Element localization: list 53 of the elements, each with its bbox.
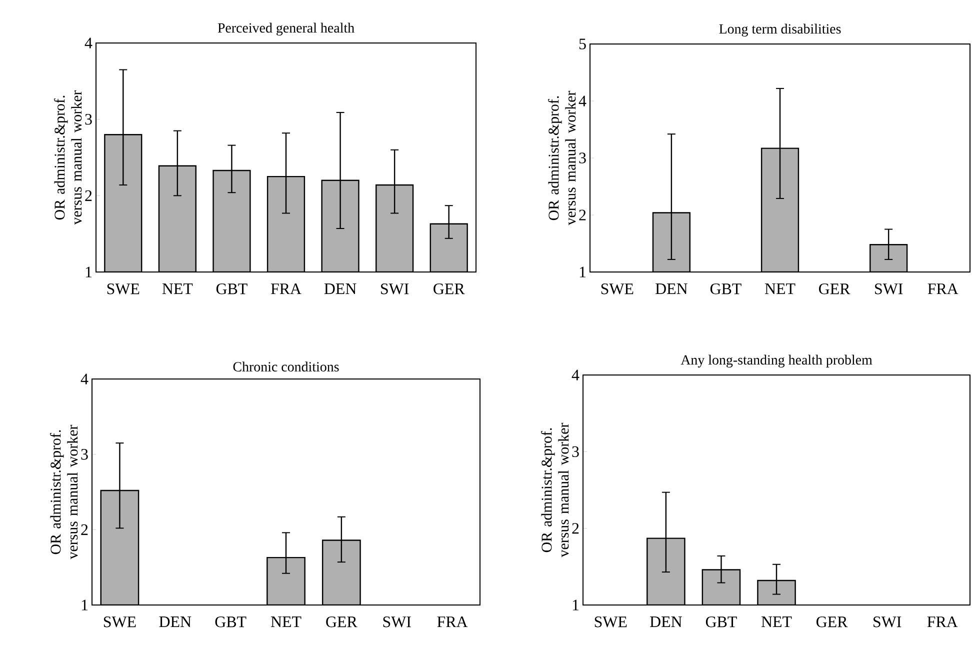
- y-tick-label: 1: [86, 266, 92, 278]
- y-tick-label: 1: [82, 600, 88, 610]
- y-tick-label: 4: [80, 374, 88, 384]
- x-tick-label: DEN: [159, 616, 192, 627]
- x-tick-label: FRA: [270, 284, 302, 294]
- x-tick-label: GBT: [215, 616, 246, 628]
- x-tick-label: GBT: [710, 284, 742, 294]
- x-tick-label: GER: [819, 284, 850, 294]
- x-tick-label: FRA: [437, 616, 468, 628]
- x-tick-label: DEN: [324, 284, 356, 294]
- x-tick-label: DEN: [656, 284, 688, 294]
- x-tick-label: SWE: [107, 284, 140, 294]
- chart-title: Any long-standing health problem: [680, 354, 872, 368]
- y-tick-label: 1: [572, 600, 579, 610]
- x-tick-label: GBT: [706, 616, 737, 628]
- x-tick-label: NET: [761, 616, 792, 627]
- y-tick-label: 4: [572, 370, 580, 380]
- x-tick-label: GER: [434, 284, 465, 294]
- x-tick-label: GBT: [216, 284, 248, 294]
- y-tick-label: 3: [85, 114, 92, 125]
- y-tick-label: 5: [579, 38, 586, 50]
- x-tick-label: SWI: [874, 616, 902, 628]
- x-tick-label: GER: [816, 616, 848, 628]
- y-tick-label: 2: [572, 523, 579, 534]
- x-tick-label: GER: [326, 616, 358, 628]
- chart-title: Chronic conditions: [233, 362, 339, 372]
- x-tick-label: NET: [162, 284, 193, 294]
- x-tick-label: SWE: [594, 616, 627, 628]
- x-tick-label: SWI: [383, 616, 411, 628]
- x-tick-label: NET: [270, 616, 302, 627]
- y-tick-label: 4: [578, 96, 586, 106]
- y-tick-label: 3: [81, 448, 88, 460]
- y-tick-label: 3: [579, 152, 586, 164]
- y-tick-label: 4: [84, 38, 92, 48]
- x-tick-label: FRA: [927, 616, 958, 628]
- chart-title: Perceived general health: [218, 22, 354, 36]
- x-tick-label: SWE: [104, 616, 136, 628]
- y-axis-title: OR administr.&prof. versus manual worker: [54, 90, 82, 225]
- y-tick-label: 2: [81, 524, 88, 535]
- x-tick-label: SWE: [601, 284, 634, 294]
- chart-title: Long term disabilities: [719, 24, 841, 37]
- x-tick-label: SWI: [381, 284, 409, 294]
- x-tick-label: FRA: [928, 284, 958, 294]
- y-axis-title: OR administr.&prof. versus manual worker: [548, 90, 576, 226]
- y-tick-label: 2: [85, 190, 92, 201]
- y-tick-label: 2: [579, 210, 586, 220]
- y-tick-label: 3: [572, 446, 579, 458]
- y-axis-title: OR administr.&prof. versus manual worker: [541, 422, 569, 558]
- x-tick-label: SWI: [875, 284, 903, 294]
- y-axis-title: OR administr.&prof. versus manual worker: [50, 424, 78, 560]
- x-tick-label: DEN: [650, 616, 682, 627]
- x-tick-label: NET: [764, 284, 796, 294]
- y-tick-label: 1: [580, 266, 586, 278]
